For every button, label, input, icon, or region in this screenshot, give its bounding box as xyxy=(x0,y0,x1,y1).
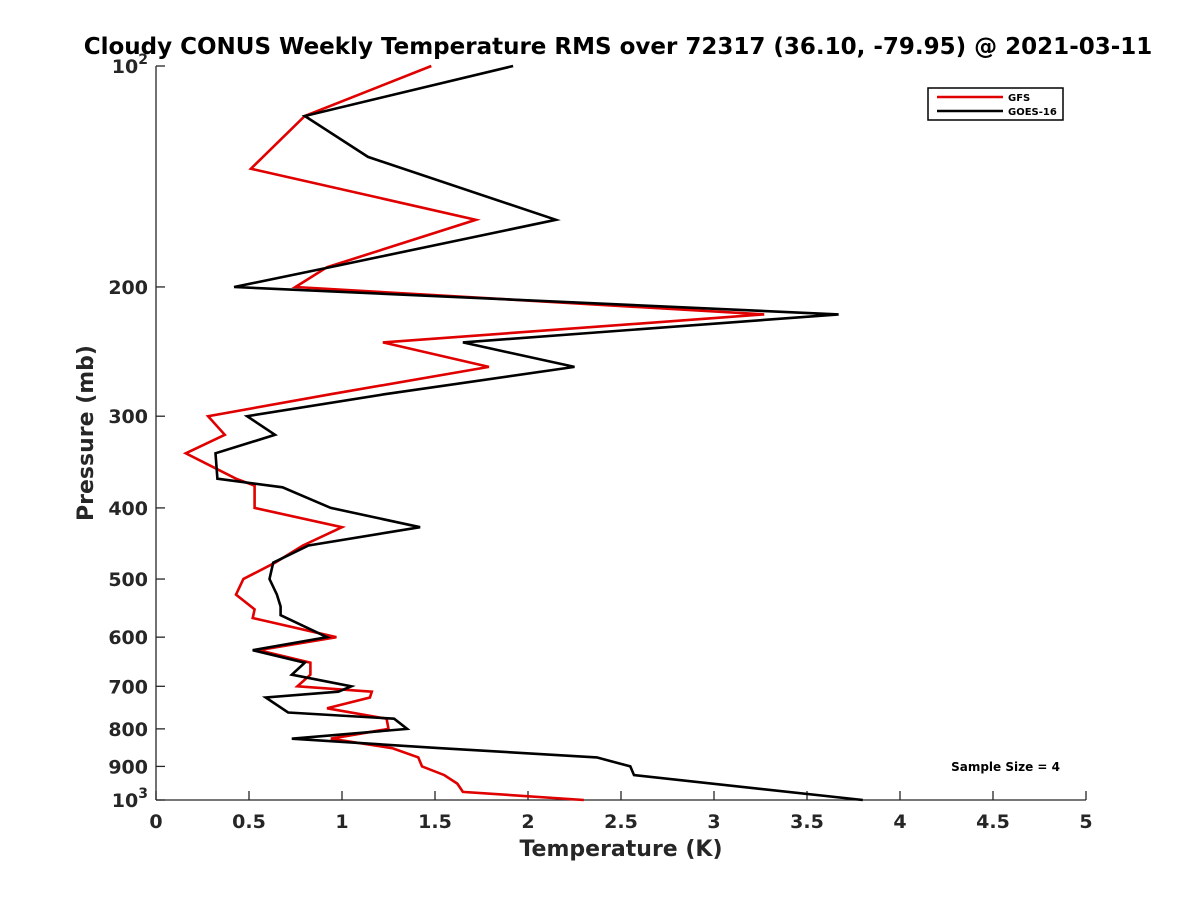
y-tick-label: 400 xyxy=(108,498,148,520)
y-tick-label: 500 xyxy=(108,569,148,591)
y-tick-label: 800 xyxy=(108,719,148,741)
series-line-goes16 xyxy=(214,64,863,802)
x-tick-label: 0.5 xyxy=(232,811,266,833)
y-tick-label: 200 xyxy=(108,277,148,299)
x-ticks: 0 0.5 1 1.5 2 2.5 3 3.5 4 4.5 5 xyxy=(149,791,1093,833)
x-tick-label: 3 xyxy=(707,811,720,833)
y-tick-label: 103 xyxy=(112,786,148,812)
legend-label-gfs: GFS xyxy=(1008,93,1030,104)
series-group xyxy=(182,64,863,802)
y-tick-label: 102 xyxy=(112,52,148,78)
y-tick-label: 300 xyxy=(108,406,148,428)
x-tick-label: 1 xyxy=(335,811,348,833)
y-axis-label: Pressure (mb) xyxy=(74,345,99,521)
sample-size-annotation: Sample Size = 4 xyxy=(951,760,1060,774)
chart-title: Cloudy CONUS Weekly Temperature RMS over… xyxy=(84,34,1153,60)
x-tick-label: 1.5 xyxy=(418,811,452,833)
x-tick-label: 2.5 xyxy=(604,811,638,833)
x-tick-label: 0 xyxy=(149,811,162,833)
y-tick-label: 600 xyxy=(108,627,148,649)
y-ticks: 200 300 400 500 600 700 800 900 102 103 xyxy=(108,52,165,812)
x-tick-label: 4.5 xyxy=(976,811,1010,833)
legend-box xyxy=(927,87,1064,121)
x-axis-label: Temperature (K) xyxy=(519,837,722,862)
legend-label-goes16: GOES-16 xyxy=(1008,107,1057,118)
x-tick-label: 5 xyxy=(1079,811,1092,833)
x-tick-label: 4 xyxy=(893,811,906,833)
y-tick-label: 700 xyxy=(108,676,148,698)
x-tick-label: 3.5 xyxy=(790,811,824,833)
legend: GFS GOES-16 xyxy=(927,87,1064,121)
y-tick-label: 900 xyxy=(108,756,148,778)
x-tick-label: 2 xyxy=(521,811,534,833)
